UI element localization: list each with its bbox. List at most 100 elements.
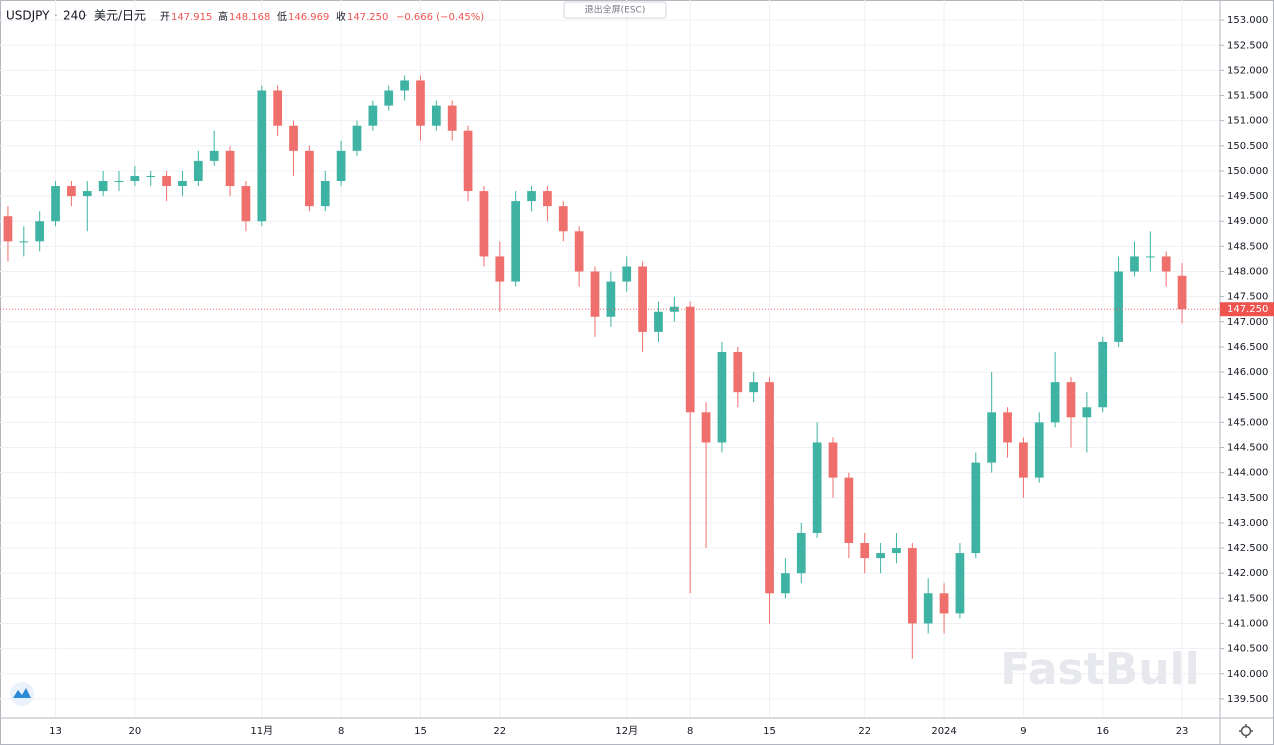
y-tick-label: 141.500: [1227, 593, 1268, 604]
y-tick-label: 151.000: [1227, 116, 1268, 127]
candle-body: [1161, 256, 1171, 272]
y-tick-label: 144.000: [1227, 468, 1268, 479]
gear[interactable]: [1240, 725, 1252, 737]
x-tick-label: 22: [858, 726, 871, 737]
candle-body: [51, 186, 60, 222]
candle-body: [384, 90, 394, 106]
y-tick-label: 141.000: [1227, 618, 1268, 629]
candles: [0, 75, 1220, 659]
candle-body: [209, 150, 219, 161]
candle-body: [860, 543, 870, 559]
y-tick-label: 139.500: [1227, 694, 1268, 705]
candle-body: [971, 462, 981, 554]
candle-body: [1003, 412, 1012, 443]
settings-button[interactable]: [1239, 724, 1253, 738]
candle-body: [654, 311, 663, 332]
candle-body: [67, 186, 76, 197]
candle-body: [225, 150, 235, 187]
x-tick-label: 15: [763, 726, 776, 737]
candle-body: [812, 442, 822, 533]
x-tick-label: 11月: [250, 725, 273, 737]
grid: [0, 0, 1220, 718]
x-tick-label: 13: [49, 726, 62, 737]
x-tick-label: 2024: [931, 726, 956, 737]
candle-body: [765, 382, 774, 594]
last-price-badge: [1220, 302, 1274, 317]
axes: 139.500 140.000 140.500 141.000 141.500 142.0…: [49, 15, 1274, 737]
candle-body: [1098, 341, 1108, 408]
candle-body: [1019, 442, 1028, 478]
candle-body: [923, 593, 933, 624]
candle-body: [178, 181, 187, 187]
y-tick-label: 152.000: [1227, 65, 1268, 76]
candle-body: [527, 191, 536, 202]
candle-body: [781, 573, 790, 594]
x-tick-label: 8: [338, 726, 344, 737]
candle-body: [479, 191, 489, 257]
candle-body: [495, 256, 505, 282]
separator: ·: [84, 9, 88, 23]
candle-body: [669, 306, 679, 312]
y-tick-label: 150.000: [1227, 166, 1268, 177]
candle-body: [1130, 256, 1139, 272]
candle-body: [796, 532, 806, 574]
candle-body: [447, 105, 457, 131]
logo[interactable]: [10, 682, 34, 706]
candle-body: [733, 351, 743, 393]
y-tick-label: 144.500: [1227, 442, 1268, 453]
button-label[interactable]: 退出全屏(ESC): [585, 4, 646, 16]
candle-body: [844, 477, 854, 544]
candle-body: [638, 266, 647, 332]
candle-body: [400, 80, 409, 91]
candle-body: [1066, 382, 1076, 418]
y-tick-label: 143.500: [1227, 493, 1268, 504]
candle-body: [193, 160, 203, 182]
y-tick-label: 143.000: [1227, 518, 1268, 529]
candle-body: [1145, 256, 1155, 258]
close-value: 147.250: [347, 12, 388, 23]
y-tick-label: 150.500: [1227, 141, 1268, 152]
exit-fullscreen-button[interactable]: 退出全屏(ESC): [563, 1, 667, 19]
y-tick-label: 142.000: [1227, 568, 1268, 579]
candle-body: [368, 105, 378, 126]
candle-body: [257, 90, 267, 222]
candle-body: [289, 125, 298, 151]
candle-body: [273, 90, 283, 126]
close-label: 收: [336, 10, 346, 23]
y-tick-label: 140.000: [1227, 669, 1268, 680]
y-tick-label: 147.000: [1227, 317, 1268, 328]
candle-body: [82, 191, 92, 197]
candle-body: [463, 130, 473, 192]
low-label: 低: [277, 10, 287, 23]
x-tick-label: 9: [1020, 726, 1026, 737]
x-tick-label: 12月: [615, 725, 638, 737]
candle-body: [3, 216, 13, 242]
y-tick-label: 147.500: [1227, 292, 1268, 303]
logo-icon[interactable]: [13, 688, 31, 698]
y-tick-label: 140.500: [1227, 644, 1268, 655]
candle-body: [1082, 407, 1092, 418]
candle-body: [162, 175, 171, 187]
candle-body: [431, 105, 441, 126]
candle-body: [114, 181, 124, 183]
candle-body: [416, 80, 425, 126]
candle-body: [717, 351, 727, 443]
symbol: USDJPY: [6, 9, 50, 23]
last-price-label: 147.250: [1227, 304, 1268, 315]
candle-body: [892, 548, 901, 554]
candle-body: [352, 125, 362, 151]
button-box[interactable]: [563, 1, 667, 19]
candle-body: [511, 201, 521, 282]
y-tick-label: 149.500: [1227, 191, 1268, 202]
gear-teeth[interactable]: [1239, 724, 1253, 738]
logo-circle[interactable]: [10, 682, 34, 706]
candle-body: [828, 442, 838, 478]
y-tick-label: 146.500: [1227, 342, 1268, 353]
y-tick-label: 151.500: [1227, 91, 1268, 102]
candle-body: [987, 412, 997, 463]
y-tick-label: 153.000: [1227, 15, 1268, 26]
watermark: FastBull: [1000, 644, 1199, 695]
y-tick-label: 142.500: [1227, 543, 1268, 554]
candle-body: [907, 548, 917, 624]
